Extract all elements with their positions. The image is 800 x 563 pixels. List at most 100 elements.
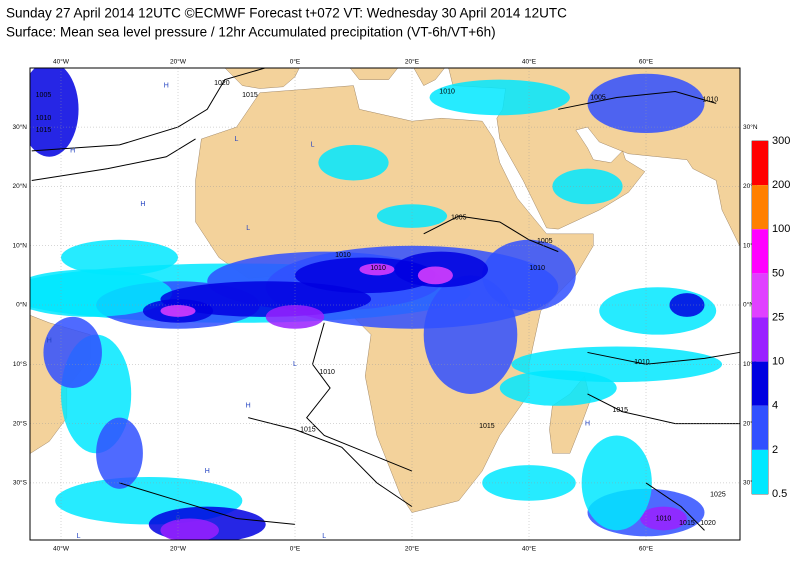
colorbar-swatch [752,141,768,186]
isobar-label: 1010 [439,88,455,95]
precip-area [669,293,705,317]
longitude-label: 20°W [170,58,187,66]
latitude-label: 20°S [13,419,28,427]
isobar-label: 1015 [36,127,52,134]
isobar-label: 1010 [319,369,335,376]
precip-area [265,305,325,329]
title: Sunday 27 April 2014 12UTC ©ECMWF Foreca… [6,6,567,21]
pressure-centre: L [293,361,297,368]
colorbar-swatch [752,273,768,318]
pressure-centre: L [246,225,250,232]
pressure-centre: L [311,142,315,149]
latitude-label: 10°S [743,360,758,368]
longitude-label: 60°E [639,58,654,66]
isobar [587,393,740,425]
isobar [558,91,717,110]
precip-area [43,316,102,389]
isobar-label: 1015 [479,423,495,430]
precip-area [160,518,219,540]
latitude-label: 30°S [743,479,758,487]
colorbar-swatch [752,405,768,450]
precip-area [160,281,372,317]
latitude-label: 20°N [12,182,27,190]
isobar-label: 1015 [612,407,628,414]
longitude-label: 20°W [170,545,187,553]
pressure-centre: H [70,148,75,155]
isobar-label: 1025 [710,492,726,499]
precip-area [640,506,687,531]
longitude-label: 40°W [53,545,70,553]
isobar-label: 1010 [703,97,719,104]
pressure-centre: H [47,337,52,344]
colorbar-swatch [752,361,768,406]
longitude-label: 20°E [405,58,420,66]
latitude-label: 30°N [12,123,27,131]
colorbar-level: 25 [772,311,784,323]
precip-area [429,79,570,116]
precip-area [552,168,623,205]
colorbar-level: 200 [772,179,790,191]
isobar-label: 1005 [537,238,553,245]
colorbar-swatch [752,317,768,362]
isobar-label: 1010 [529,265,545,272]
colorbar-level: 50 [772,267,784,279]
precip-area [160,305,196,317]
pressure-centre: L [77,533,81,540]
colorbar-level: 10 [772,356,784,368]
isobar-label: 1010 [656,515,672,522]
land [413,68,445,86]
latitude-label: 20°N [743,182,758,190]
isobar [423,215,559,253]
pressure-centre: H [205,468,210,475]
isobar-label: 1020 [214,80,230,87]
isobar [587,351,740,365]
isobar-label: 1015 [679,520,695,527]
isobar [31,68,266,152]
pressure-centre: H [164,82,169,89]
land [349,68,399,80]
pressure-centre: L [322,533,326,540]
isobar-label: 1015 [300,426,316,433]
precip-area [61,239,178,276]
isobar-label: 1010 [370,265,386,272]
latitude-label: 0°N [16,301,27,309]
isobar-label: 1005 [36,92,52,99]
colorbar-level: 300 [772,135,790,147]
isobar-label: 1020 [700,520,716,527]
longitude-label: 20°E [405,545,420,553]
precip-area [30,68,79,157]
longitude-label: 0°E [290,58,301,66]
isobar-label: 1010 [335,252,351,259]
colorbar-swatch [752,229,768,274]
map-frame [29,67,741,541]
map-area: 1020 1015 1005 1010 1015 1010 1005 1010 1005 1005… [30,68,740,540]
isobar-label: 1015 [242,92,258,99]
colorbar-level: 4 [772,400,778,412]
colorbar-level: 2 [772,444,778,456]
longitude-label: 40°W [53,58,70,66]
isobar-label: 1005 [590,94,606,101]
pressure-centre: H [585,420,590,427]
land [224,68,300,89]
colorbar-swatch [752,449,768,494]
precip-area [581,435,652,531]
pressure-centre: H [175,515,180,522]
latitude-label: 20°S [743,419,758,427]
precip-area [30,269,173,317]
precip-area [417,266,453,285]
pressure-centre: H [246,403,251,410]
precip-area [376,204,448,228]
latitude-label: 30°N [743,123,758,131]
latitude-label: 10°S [13,360,28,368]
longitude-label: 40°E [522,545,537,553]
precip-area [96,417,143,489]
isobar [645,482,705,531]
colorbar-swatch [752,185,768,230]
longitude-label: 0°E [290,545,301,553]
subtitle: Surface: Mean sea level pressure / 12hr … [6,25,496,40]
precip-area [587,73,705,134]
precip-area [499,370,617,406]
isobar [31,138,196,181]
latitude-label: 10°N [743,241,758,249]
